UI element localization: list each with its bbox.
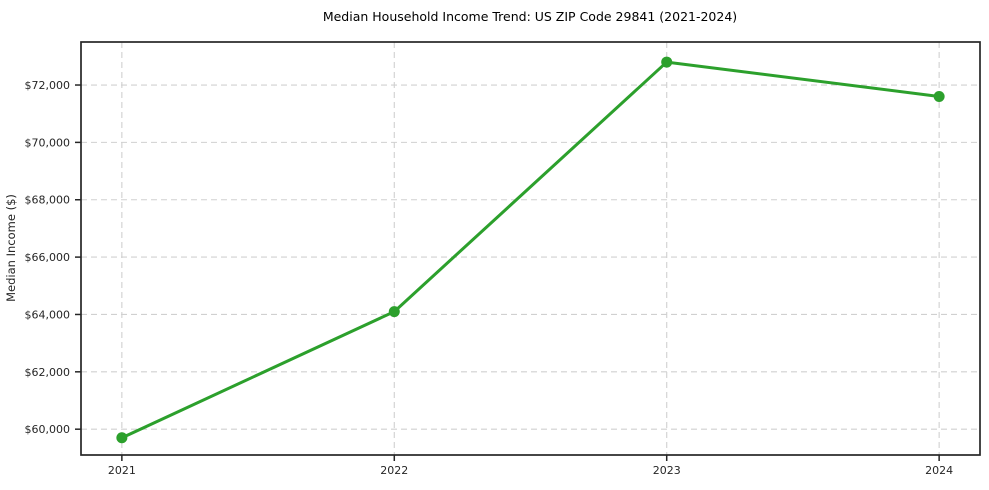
- y-tick-label: $72,000: [25, 79, 71, 92]
- plot-area: $60,000 $62,000 $64,000 $66,000 $68,000 $70,0…: [25, 41, 981, 477]
- data-point: [388, 306, 400, 318]
- x-tick-label: 2023: [653, 464, 681, 477]
- x-tick-label: 2024: [925, 464, 953, 477]
- x-tick-label: 2022: [380, 464, 408, 477]
- chart-title: Median Household Income Trend: US ZIP Co…: [323, 9, 737, 24]
- y-tick-label: $70,000: [25, 136, 71, 149]
- y-axis-label: Median Income ($): [4, 194, 18, 302]
- x-tick-label: 2021: [108, 464, 136, 477]
- data-point: [933, 90, 945, 102]
- trend-line: [120, 60, 941, 440]
- data-point: [661, 56, 673, 68]
- y-tick-label: $66,000: [25, 251, 71, 264]
- y-tick-label: $64,000: [25, 308, 71, 321]
- plot-border: [80, 41, 981, 456]
- y-tick-label: $62,000: [25, 366, 71, 379]
- y-tick-label: $60,000: [25, 423, 71, 436]
- y-tick-label: $68,000: [25, 194, 71, 207]
- data-point: [116, 432, 128, 444]
